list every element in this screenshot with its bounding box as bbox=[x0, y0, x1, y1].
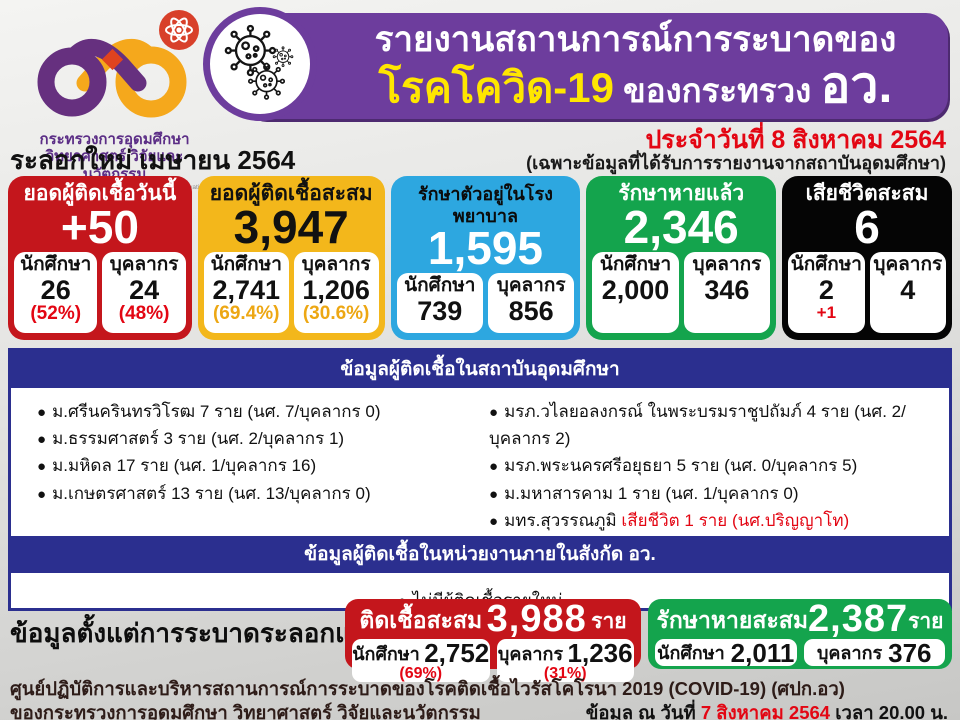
sub-students: นักศึกษา 2,000 bbox=[592, 252, 679, 333]
report-date: ประจำวันที่ 8 สิงหาคม 2564 bbox=[645, 126, 946, 154]
sub-students: นักศึกษา 2 +1 bbox=[788, 252, 865, 333]
ministry-name-th-1: กระทรวงการอุดมศึกษา bbox=[39, 131, 190, 148]
first-wave-recovered-box: รักษาหายสะสม2,387ราย นักศึกษา 2,011 บุคล… bbox=[648, 599, 952, 669]
card-title: ยอดผู้ติดเชื้อวันนี้ bbox=[23, 182, 177, 205]
sub-students: นักศึกษา 739 bbox=[396, 273, 483, 333]
title-line2: โรคโควิด-19 ของกระทรวง อว. bbox=[378, 57, 893, 114]
stat-card-hospitalized: รักษาตัวอยู่ในโรงพยาบาล 1,595 นักศึกษา 7… bbox=[390, 176, 581, 340]
org-abbr: อว. bbox=[820, 57, 893, 114]
card-title: รักษาตัวอยู่ในโรงพยาบาล bbox=[418, 184, 553, 226]
card-title: รักษาหายแล้ว bbox=[618, 182, 745, 205]
card-title: ยอดผู้ติดเชื้อสะสม bbox=[209, 182, 373, 205]
list-item: ● ม.ธรรมศาสตร์ 3 ราย (นศ. 2/บุคลากร 1) bbox=[37, 429, 345, 449]
card-value: 6 bbox=[854, 201, 880, 254]
sub-staff: บุคลากร 4 bbox=[869, 252, 947, 333]
title-line1: รายงานสถานการณ์การระบาดของ bbox=[374, 19, 897, 59]
stat-cards-row: ยอดผู้ติดเชื้อวันนี้ +50 นักศึกษา 26 (52… bbox=[8, 176, 952, 340]
list-item: ● ม.มหาสารคาม 1 ราย (นศ. 1/บุคลากร 0) bbox=[489, 483, 799, 503]
list-item: ● ม.ศรีนครินทรวิโรฒ 7 ราย (นศ. 7/บุคลากร … bbox=[37, 402, 381, 421]
sub-staff: บุคลากร 24 (48%) bbox=[102, 252, 186, 333]
agency-section-header: ข้อมูลผู้ติดเชื้อในหน่วยงานภายในสังกัด อ… bbox=[11, 536, 949, 573]
infected-total: 3,988 bbox=[486, 598, 587, 640]
sub-students: นักศึกษา 2,741 (69.4%) bbox=[203, 252, 289, 333]
first-wave-label: ข้อมูลตั้งแต่การระบาดระลอกแรก bbox=[10, 618, 382, 648]
sub-students: นักศึกษา 2,011 bbox=[655, 639, 797, 666]
sub-staff: บุคลากร 346 bbox=[683, 252, 771, 333]
death-increase-note: +1 bbox=[816, 303, 837, 323]
sub-staff: บุคลากร 856 bbox=[487, 273, 575, 333]
mhesi-logo-mark bbox=[37, 10, 199, 118]
wave-label: ระลอกใหม่ เมษายน 2564 bbox=[10, 145, 296, 175]
covid-title: โรคโควิด-19 bbox=[378, 64, 615, 112]
card-title: เสียชีวิตสะสม bbox=[805, 182, 929, 205]
first-wave-infected-box: ติดเชื้อสะสม 3,988 ราย นักศึกษา 2,752 (6… bbox=[345, 598, 641, 682]
card-value: 1,595 bbox=[427, 222, 544, 275]
stat-card-deaths: เสียชีวิตสะสม 6 นักศึกษา 2 +1 บุคลากร 4 bbox=[782, 176, 952, 340]
list-item: ● มรภ.วไลยอลงกรณ์ ในพระบรมราชูปถัมภ์ 4 รา… bbox=[489, 402, 906, 449]
sub-staff: บุคลากร 1,206 (30.6%) bbox=[293, 252, 379, 333]
atom-icon bbox=[159, 10, 199, 50]
card-value: 2,346 bbox=[623, 201, 739, 254]
university-list-left: ● ม.ศรีนครินทรวิโรฒ 7 ราย (นศ. 7/บุคลากร … bbox=[37, 398, 489, 536]
data-as-of: ข้อมูล ณ วันที่ 7 สิงหาคม 2564 เวลา 20.0… bbox=[586, 699, 948, 720]
stat-card-new-cases: ยอดผู้ติดเชื้อวันนี้ +50 นักศึกษา 26 (52… bbox=[8, 176, 192, 340]
list-item: ● ม.มหิดล 17 ราย (นศ. 1/บุคลากร 16) bbox=[37, 456, 317, 476]
sub-staff: บุคลากร 376 bbox=[803, 639, 945, 666]
recovered-total: 2,387 bbox=[808, 598, 909, 640]
card-value: 3,947 bbox=[233, 201, 349, 254]
as-of-date: 7 สิงหาคม 2564 bbox=[700, 702, 831, 720]
university-list-right: ● มรภ.วไลยอลงกรณ์ ในพระบรมราชูปถัมภ์ 4 รา… bbox=[489, 398, 941, 536]
infection-info-box: ข้อมูลผู้ติดเชื้อในสถาบันอุดมศึกษา ● ม.ศร… bbox=[8, 348, 952, 611]
list-item: ● มทร.สุวรรณภูมิ เสียชีวิต 1 ราย (นศ.ปริญ… bbox=[489, 510, 850, 530]
footer-line1: ศูนย์ปฏิบัติการและบริหารสถานการณ์การระบา… bbox=[10, 678, 845, 699]
report-note: (เฉพาะข้อมูลที่ได้รับการรายงานจากสถาบันอ… bbox=[526, 153, 946, 173]
sub-students: นักศึกษา 26 (52%) bbox=[14, 252, 98, 333]
list-item: ● มรภ.พระนครศรีอยุธยา 5 ราย (นศ. 0/บุคลาก… bbox=[489, 456, 858, 476]
sub-staff: บุคลากร 1,236 (31%) bbox=[496, 638, 634, 682]
list-item: ● ม.เกษตรศาสตร์ 13 ราย (นศ. 13/บุคลากร 0) bbox=[37, 483, 371, 503]
mhesi-logo: กระทรวงการอุดมศึกษา วิทยาศาสตร์ วิจัยและ… bbox=[22, 8, 207, 191]
stat-card-recovered: รักษาหายแล้ว 2,346 นักศึกษา 2,000 บุคลาก… bbox=[586, 176, 777, 340]
sub-students: นักศึกษา 2,752 (69%) bbox=[352, 638, 490, 682]
university-section-header: ข้อมูลผู้ติดเชื้อในสถาบันอุดมศึกษา bbox=[11, 351, 949, 388]
header-banner: รายงานสถานการณ์การระบาดของ โรคโควิด-19 ข… bbox=[243, 13, 948, 119]
virus-icon bbox=[203, 7, 317, 121]
card-value: +50 bbox=[60, 201, 139, 254]
death-highlight: เสียชีวิต 1 ราย (นศ.ปริญญาโท) bbox=[621, 510, 850, 530]
stat-card-cumulative-cases: ยอดผู้ติดเชื้อสะสม 3,947 นักศึกษา 2,741 … bbox=[197, 176, 385, 340]
footer-line2: ของกระทรวงการอุดมศึกษา วิทยาศาสตร์ วิจัย… bbox=[10, 702, 481, 720]
